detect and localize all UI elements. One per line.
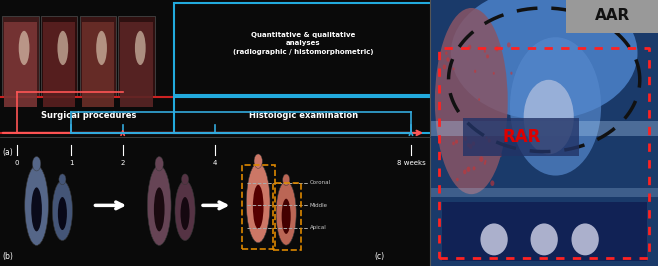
FancyBboxPatch shape [174,97,432,133]
FancyBboxPatch shape [118,16,155,112]
FancyBboxPatch shape [120,22,153,107]
Ellipse shape [276,181,296,245]
Text: 0: 0 [15,160,20,166]
Ellipse shape [493,72,495,75]
Text: Surgical procedures: Surgical procedures [41,111,136,120]
Ellipse shape [510,72,513,75]
Ellipse shape [147,165,171,245]
Ellipse shape [524,80,574,154]
Bar [241,165,275,249]
Ellipse shape [572,223,599,255]
Ellipse shape [445,52,447,55]
Ellipse shape [490,180,494,186]
Ellipse shape [484,162,486,165]
Ellipse shape [446,57,449,62]
Ellipse shape [484,160,486,163]
Ellipse shape [467,143,470,147]
Ellipse shape [484,50,486,53]
Text: 1: 1 [68,160,73,166]
FancyBboxPatch shape [43,22,75,107]
FancyBboxPatch shape [41,16,78,112]
Ellipse shape [435,8,508,194]
Bar [442,202,647,261]
Ellipse shape [180,197,190,230]
Ellipse shape [282,199,291,234]
Text: Apical: Apical [310,225,326,230]
FancyBboxPatch shape [2,16,39,112]
Text: 2: 2 [120,160,125,166]
Text: 4: 4 [213,160,217,166]
FancyBboxPatch shape [424,0,658,266]
Ellipse shape [474,70,476,73]
Ellipse shape [253,185,263,229]
FancyBboxPatch shape [566,0,658,33]
Ellipse shape [463,136,467,141]
FancyBboxPatch shape [463,118,580,156]
Ellipse shape [155,157,163,171]
Ellipse shape [283,174,290,186]
Ellipse shape [495,46,499,51]
Ellipse shape [58,197,67,230]
Ellipse shape [18,31,30,65]
FancyBboxPatch shape [174,3,432,94]
Ellipse shape [154,187,164,231]
Ellipse shape [472,166,476,171]
Ellipse shape [486,136,488,139]
Ellipse shape [463,169,467,174]
Bar [430,121,658,136]
Text: Quantitative & qualitative
analyses
(radiographic / histomorphometric): Quantitative & qualitative analyses (rad… [233,32,374,55]
Ellipse shape [478,98,480,101]
Ellipse shape [479,156,484,162]
Ellipse shape [135,31,145,65]
Ellipse shape [96,31,107,65]
Text: AAR: AAR [595,9,630,23]
FancyBboxPatch shape [82,22,114,107]
FancyBboxPatch shape [0,97,178,133]
Ellipse shape [456,178,459,181]
Ellipse shape [499,153,502,157]
FancyBboxPatch shape [80,16,116,112]
Ellipse shape [480,223,508,255]
Ellipse shape [510,37,601,176]
Bar [430,188,658,197]
Text: (a): (a) [2,148,13,157]
Ellipse shape [488,139,491,143]
Ellipse shape [472,141,475,146]
Ellipse shape [486,54,489,59]
Ellipse shape [530,223,558,255]
Ellipse shape [468,45,471,49]
Ellipse shape [246,163,270,243]
Text: Histologic examination: Histologic examination [249,111,358,120]
Ellipse shape [507,42,511,48]
Ellipse shape [32,157,41,171]
Ellipse shape [254,154,263,168]
Text: Middle: Middle [310,203,328,208]
Text: RAR: RAR [502,128,541,146]
FancyBboxPatch shape [5,22,37,107]
Ellipse shape [57,31,68,65]
Text: (b): (b) [2,252,13,261]
Ellipse shape [182,174,189,185]
Ellipse shape [443,64,446,69]
Text: 8 weeks: 8 weeks [397,160,425,166]
Text: (c): (c) [374,252,384,261]
Text: Coronal: Coronal [310,180,331,185]
Ellipse shape [451,0,638,120]
Ellipse shape [25,165,49,245]
Ellipse shape [453,68,455,70]
Ellipse shape [59,174,66,185]
Ellipse shape [53,181,72,240]
Ellipse shape [175,181,195,240]
Ellipse shape [467,167,470,172]
Ellipse shape [31,187,42,231]
Bar [273,183,301,250]
Ellipse shape [468,144,472,149]
Ellipse shape [452,142,455,145]
Ellipse shape [455,140,458,144]
